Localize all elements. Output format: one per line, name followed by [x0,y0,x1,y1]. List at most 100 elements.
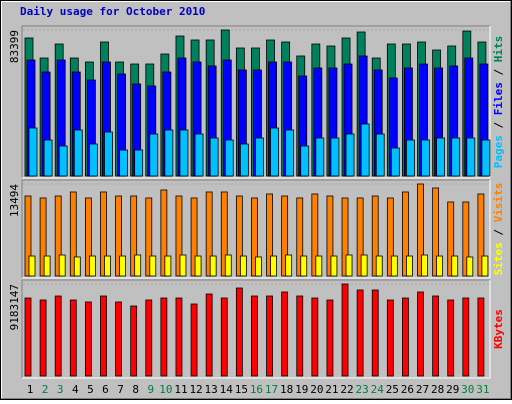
bar [220,297,228,377]
legend-entry: Files [492,82,505,115]
bar [251,295,258,377]
legend-entry: Pages [492,135,505,168]
bar [481,255,489,277]
bar [239,143,249,177]
bar [28,255,36,277]
x-tick-label: 4 [72,383,79,396]
bar [28,127,38,177]
bar [360,254,368,277]
bar [84,301,92,377]
bar [100,295,107,377]
bar [54,195,62,277]
bar [285,129,295,177]
bar [194,255,202,277]
bar [371,289,379,377]
legend: Sites / Visits [492,183,505,276]
bar [386,299,394,377]
bar [224,139,234,177]
bar [43,255,51,277]
panel-edge [21,179,490,278]
bar [311,297,319,377]
x-tick-label: 24 [371,383,385,396]
bar [255,256,262,277]
bar [205,191,213,277]
bar [100,191,107,277]
bar [164,129,174,177]
bar [84,197,92,277]
x-tick-label: 2 [42,383,49,396]
panel-edge [21,279,490,378]
bar [251,197,258,277]
bar [145,299,153,377]
bar [119,255,126,277]
x-tick-label: 22 [340,383,353,396]
legend-separator: / [492,222,505,242]
bar [315,137,325,177]
x-tick-label: 15 [235,383,248,396]
bar [371,195,379,277]
bar [296,295,304,377]
bar [375,255,383,277]
x-tick-label: 9 [147,383,154,396]
x-tick-label: 5 [87,383,94,396]
bar [205,293,213,377]
bar [266,295,273,377]
bar [375,133,385,177]
bar [477,193,485,277]
bar [432,295,440,377]
bar [330,255,338,277]
bar [224,254,232,277]
bar [266,193,273,277]
bar [386,197,394,277]
bar [432,187,440,277]
bar [341,283,349,377]
bar [39,197,47,277]
x-tick-label: 3 [57,383,64,396]
bar [190,197,198,277]
bar [296,197,304,277]
x-tick-label: 8 [132,383,139,396]
bar [115,195,122,277]
bar [145,197,153,277]
legend: Pages / Files / Hits [492,36,505,169]
bar [281,291,289,377]
bar [451,255,459,277]
bar [119,149,128,177]
bar [134,149,144,177]
bar [160,297,168,377]
x-tick-label: 7 [117,383,124,396]
bar [447,201,455,277]
bar [436,255,444,277]
bar [134,254,142,277]
bar [406,255,413,277]
bar [462,201,470,277]
bar [402,191,409,277]
bar [164,255,172,277]
y-tick-label: 83399 [8,30,21,63]
bar [360,123,370,177]
x-tick-label: 28 [431,383,444,396]
bar [390,255,398,277]
x-tick-label: 12 [189,383,202,396]
bar [24,297,32,377]
bar [311,193,319,277]
bar [104,255,111,277]
x-tick-label: 16 [250,383,263,396]
bar [88,255,96,277]
bar [73,256,81,277]
y-tick-label: 13494 [8,184,21,217]
x-tick-label: 14 [220,383,234,396]
bar [58,254,66,277]
bar [417,183,424,277]
x-tick-label: 23 [356,383,369,396]
bar [315,255,323,277]
x-tick-label: 10 [159,383,172,396]
bar [88,143,98,177]
legend: KBytes [492,309,505,349]
bar [300,255,308,277]
y-tick-label: 9183147 [8,284,21,330]
bar [466,137,476,177]
bar [447,299,455,377]
x-tick-label: 21 [325,383,338,396]
bar [73,129,83,177]
